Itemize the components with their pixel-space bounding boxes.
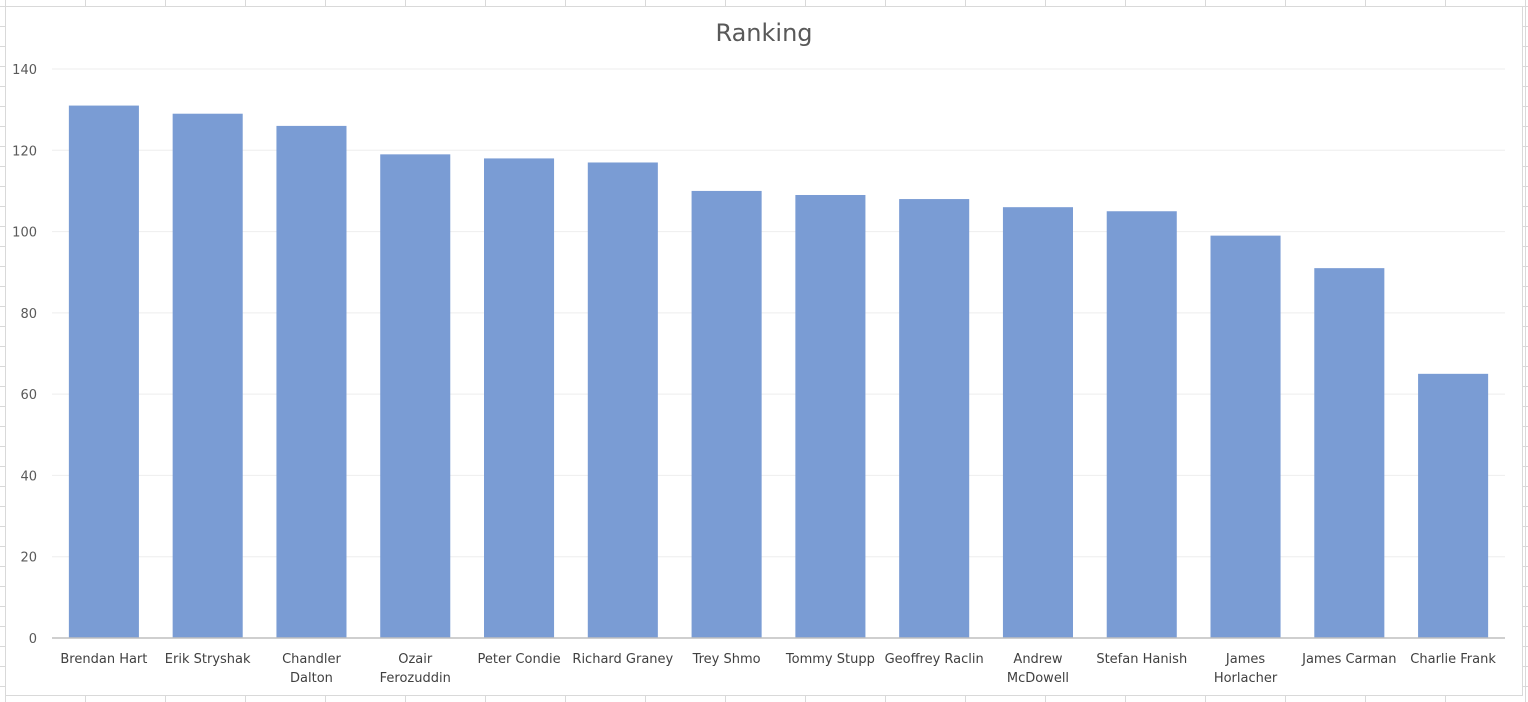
gridlines	[52, 68, 1505, 558]
y-tick-label: 20	[20, 551, 37, 566]
x-category-label: Brendan Hart	[60, 652, 147, 667]
bar	[1418, 373, 1489, 638]
y-tick-label: 40	[20, 469, 37, 484]
bar	[1314, 268, 1385, 638]
bar	[380, 154, 451, 638]
x-category-label: James	[1225, 652, 1265, 667]
x-category-label: Tommy Stupp	[785, 652, 875, 667]
y-tick-label: 80	[20, 307, 37, 322]
x-axis-category-labels: Brendan Hart Erik Stryshak Chandler Dalton O…	[60, 652, 1496, 686]
x-category-label: McDowell	[1007, 671, 1069, 686]
bar	[587, 162, 658, 638]
y-tick-label: 120	[12, 144, 37, 159]
bar	[899, 199, 970, 639]
x-category-label: Erik Stryshak	[165, 652, 251, 667]
bar	[484, 158, 555, 638]
x-category-label: Dalton	[290, 671, 333, 686]
bar	[172, 113, 243, 638]
bar	[68, 105, 139, 639]
chart-title: Ranking	[715, 19, 812, 47]
bar	[795, 194, 866, 638]
bars	[68, 105, 1489, 639]
bar	[276, 125, 347, 638]
y-tick-label: 60	[20, 388, 37, 403]
x-category-label: Andrew	[1013, 652, 1062, 667]
y-tick-label: 100	[12, 226, 37, 241]
x-category-label: Charlie Frank	[1410, 652, 1496, 667]
y-tick-label: 0	[29, 632, 37, 647]
x-category-label: James Carman	[1301, 652, 1396, 667]
bar	[691, 190, 762, 638]
y-axis-tick-labels: 0 20 40 60 80 100 120 140	[12, 63, 37, 647]
x-category-label: Geoffrey Raclin	[885, 652, 984, 667]
x-category-label: Trey Shmo	[692, 652, 761, 667]
x-category-label: Horlacher	[1214, 671, 1278, 686]
bar	[1106, 211, 1177, 638]
x-category-label: Peter Condie	[477, 652, 560, 667]
y-tick-label: 140	[12, 63, 37, 78]
x-category-label: Ferozuddin	[380, 671, 451, 686]
bar	[1210, 235, 1281, 638]
x-category-label: Stefan Hanish	[1096, 652, 1187, 667]
x-category-label: Chandler	[282, 652, 341, 667]
x-category-label: Richard Graney	[572, 652, 673, 667]
bar	[1002, 207, 1073, 638]
x-category-label: Ozair	[398, 652, 433, 667]
